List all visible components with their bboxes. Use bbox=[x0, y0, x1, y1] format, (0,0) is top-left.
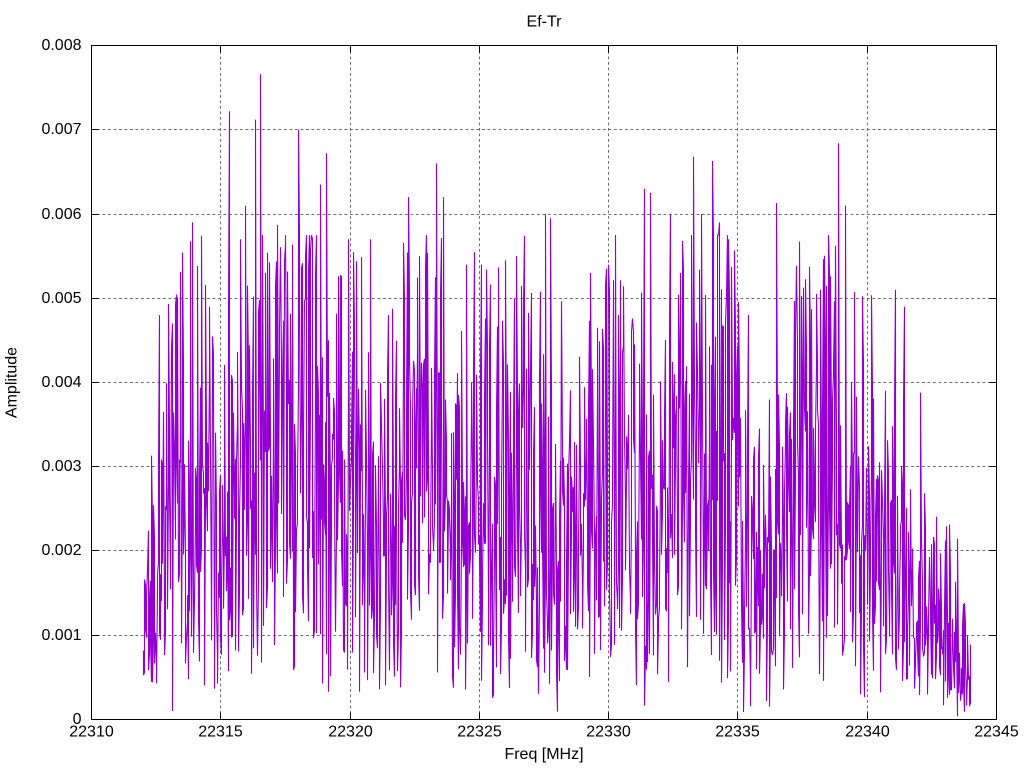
svg-text:0.004: 0.004 bbox=[41, 374, 81, 391]
svg-text:22340: 22340 bbox=[845, 724, 890, 741]
svg-text:0.001: 0.001 bbox=[41, 627, 81, 644]
svg-text:0.006: 0.006 bbox=[41, 206, 81, 223]
svg-text:22320: 22320 bbox=[328, 724, 373, 741]
svg-text:Amplitude: Amplitude bbox=[4, 347, 21, 418]
svg-text:Freq [MHz]: Freq [MHz] bbox=[504, 746, 583, 763]
svg-text:22310: 22310 bbox=[69, 724, 114, 741]
svg-text:22330: 22330 bbox=[586, 724, 631, 741]
svg-text:0: 0 bbox=[73, 711, 82, 728]
svg-text:Ef-Tr: Ef-Tr bbox=[527, 14, 563, 31]
svg-text:0.008: 0.008 bbox=[41, 37, 81, 54]
svg-text:0.002: 0.002 bbox=[41, 542, 81, 559]
svg-text:22345: 22345 bbox=[974, 724, 1019, 741]
svg-text:0.007: 0.007 bbox=[41, 121, 81, 138]
svg-text:22335: 22335 bbox=[715, 724, 760, 741]
svg-text:0.005: 0.005 bbox=[41, 290, 81, 307]
svg-text:0.003: 0.003 bbox=[41, 458, 81, 475]
svg-text:22315: 22315 bbox=[198, 724, 243, 741]
svg-text:22325: 22325 bbox=[457, 724, 502, 741]
